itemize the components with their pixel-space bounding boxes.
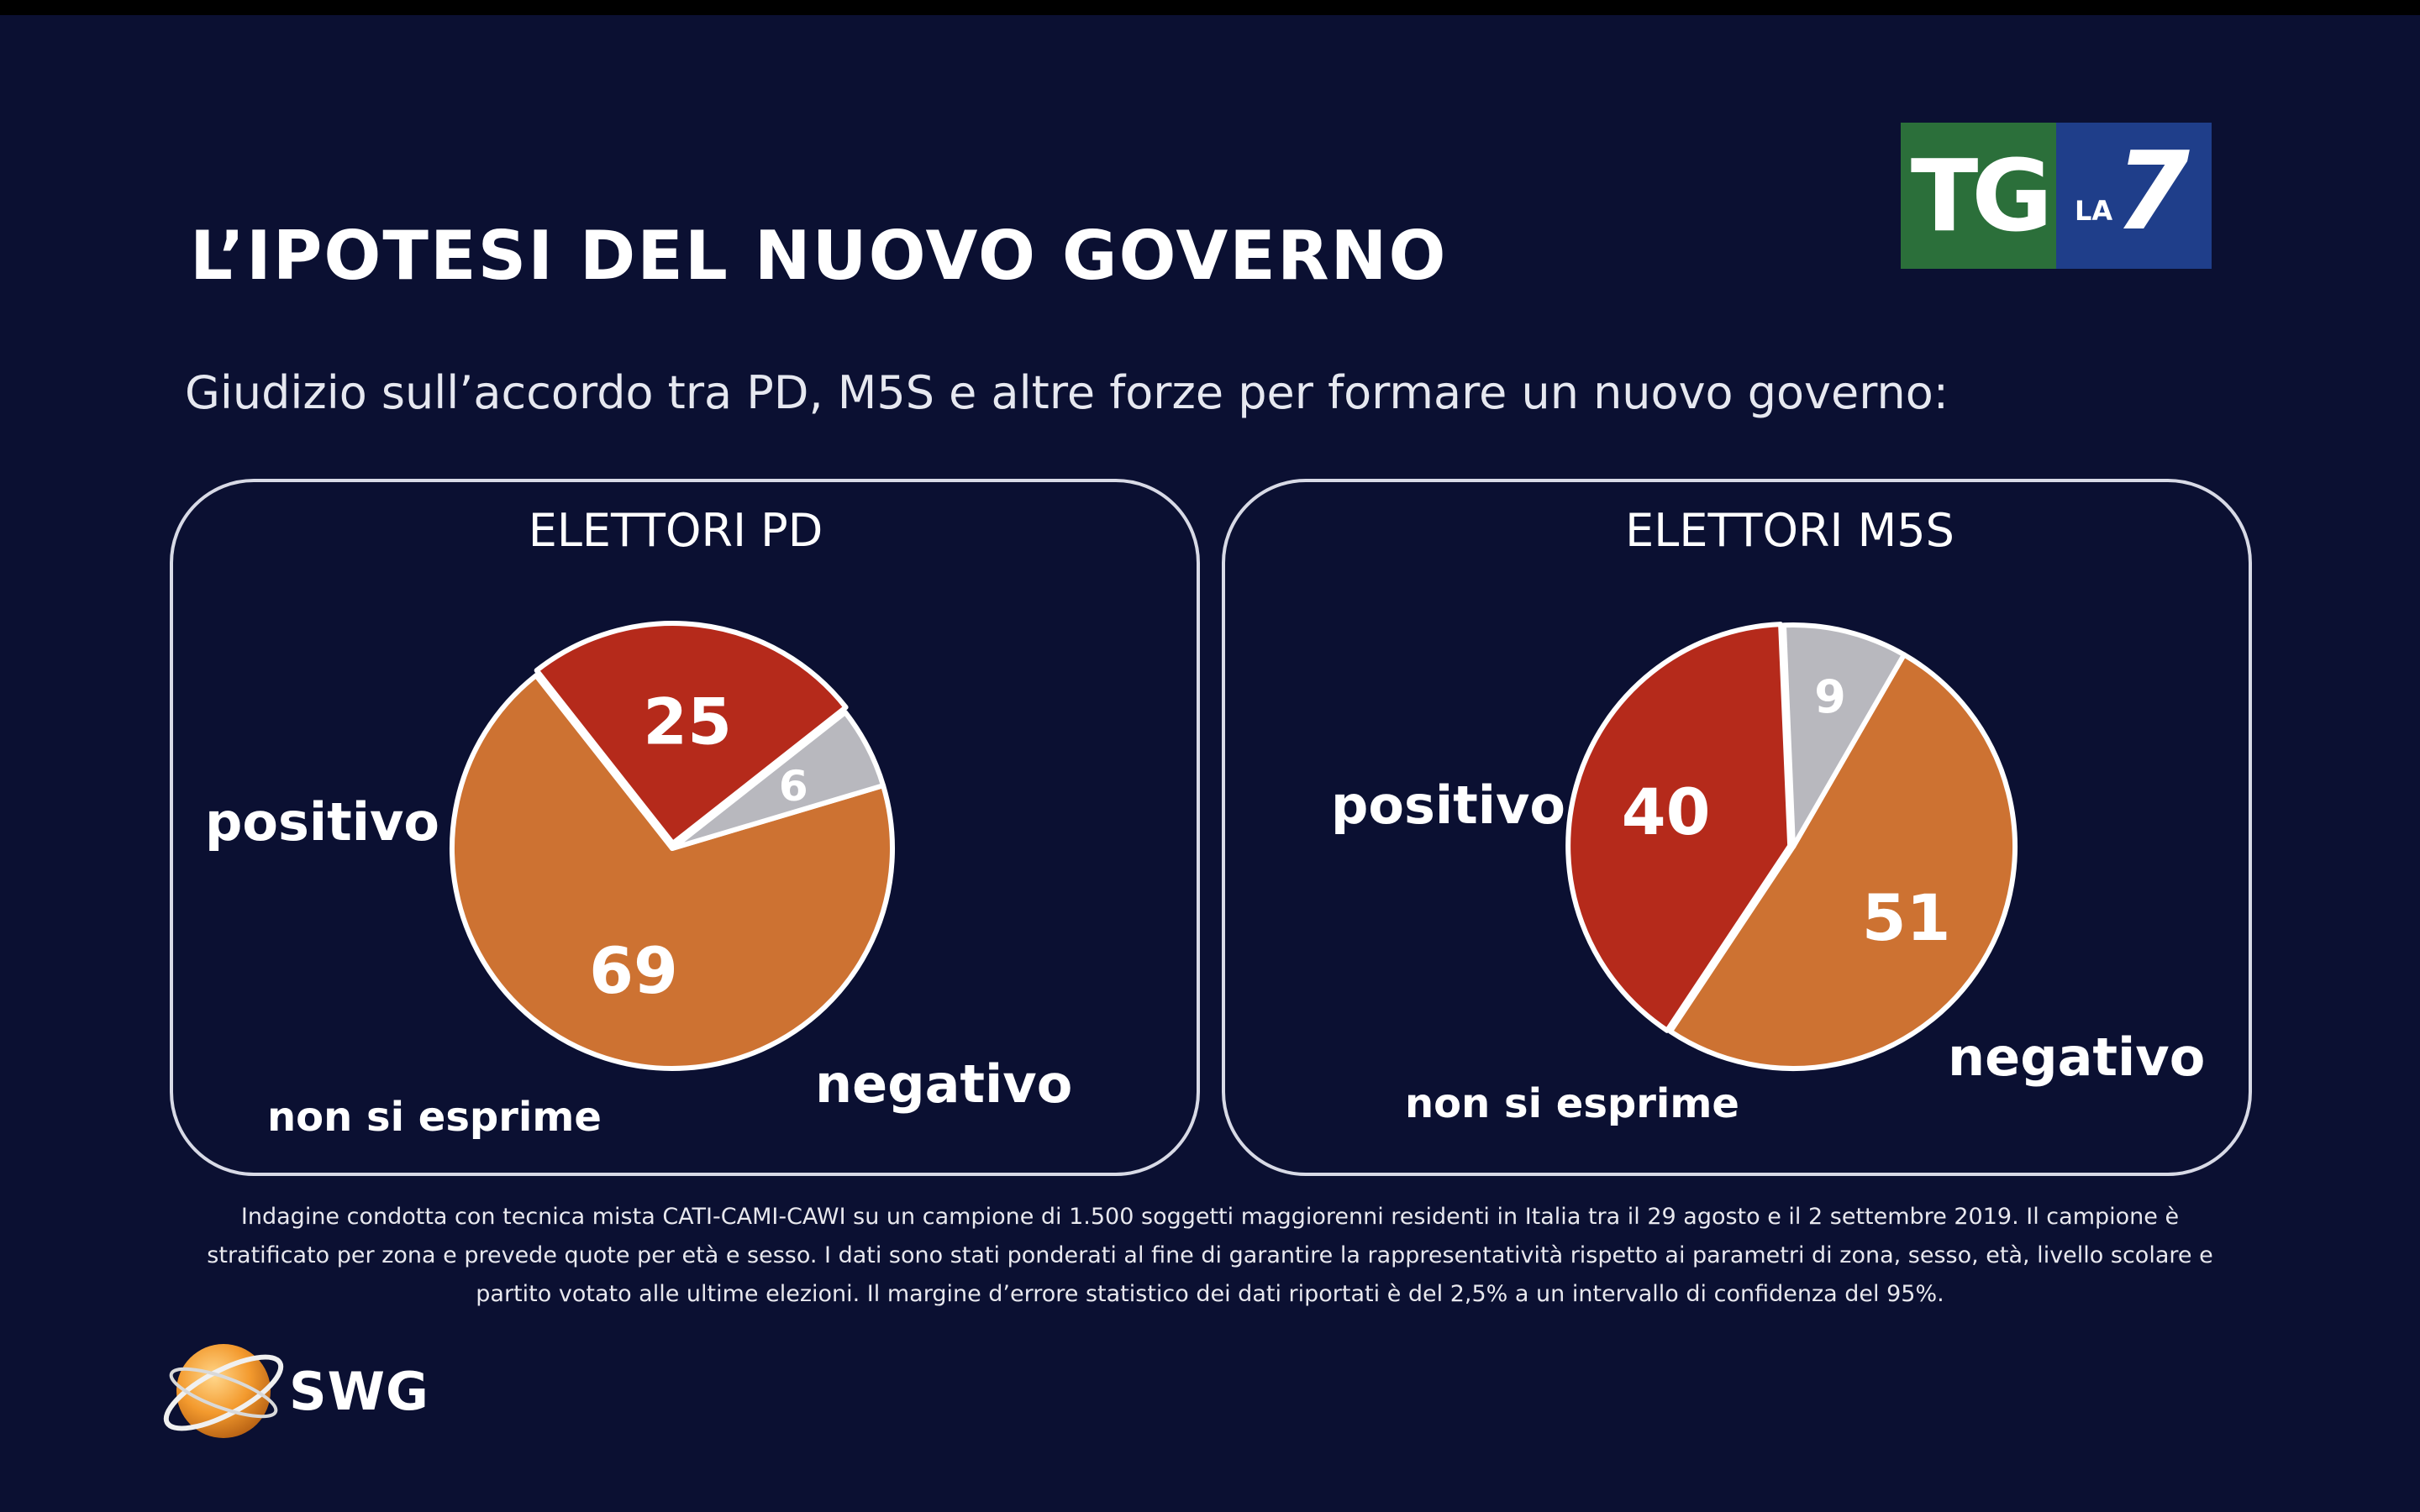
pie-value-label: 69 (589, 933, 678, 1008)
pie-chart-m5s: 51 40 9 positivo negativo non si esprime (1331, 622, 2205, 1127)
pie-category-label: positivo (1331, 774, 1565, 836)
pie-value-label: 25 (643, 685, 732, 759)
pie-category-label: negativo (1948, 1026, 2205, 1088)
pie-slice-positivo (450, 673, 895, 1071)
la7-logo-block: LA 7 (2056, 123, 2212, 269)
pie-value-label: 9 (1814, 670, 1846, 723)
pie-category-label: non si esprime (1405, 1080, 1739, 1127)
pie-slice-non-si-esprime (670, 709, 886, 851)
pie-value-label: 51 (1862, 880, 1951, 955)
la-logo-text: LA (2075, 195, 2113, 227)
swg-brand-text: SWG (289, 1361, 429, 1422)
survey-footnote: Indagine condotta con tecnica mista CATI… (207, 1204, 2213, 1307)
pie-category-label: positivo (205, 791, 439, 853)
panel-title-pd: ELETTORI PD (528, 504, 823, 557)
pie-slice-positivo (1667, 652, 2018, 1071)
tg-logo-text: TG (1901, 123, 2056, 269)
page-subtitle: Giudizio sull’accordo tra PD, M5S e altr… (185, 366, 1949, 419)
swg-globe-icon (163, 1344, 284, 1438)
pie-category-label: non si esprime (267, 1094, 602, 1141)
tg-la7-logo: TG LA 7 (1901, 123, 2212, 269)
panel-m5s (1222, 479, 2252, 1176)
top-black-bar (0, 0, 2420, 15)
pie-category-label: negativo (815, 1053, 1072, 1115)
pie-value-label: 40 (1622, 774, 1711, 849)
pie-value-label: 6 (779, 762, 808, 811)
seven-logo-text: 7 (2115, 129, 2191, 255)
pie-slice-non-si-esprime (1781, 622, 1907, 849)
panel-title-m5s: ELETTORI M5S (1625, 504, 1954, 557)
pie-slice-negativo (1565, 622, 1793, 1033)
page-title: L’IPOTESI DEL NUOVO GOVERNO (190, 217, 1448, 295)
pie-chart-pd: 69 25 6 positivo negativo non si esprime (205, 621, 1072, 1141)
panel-pd (170, 479, 1200, 1176)
pie-slice-negativo (534, 621, 849, 847)
